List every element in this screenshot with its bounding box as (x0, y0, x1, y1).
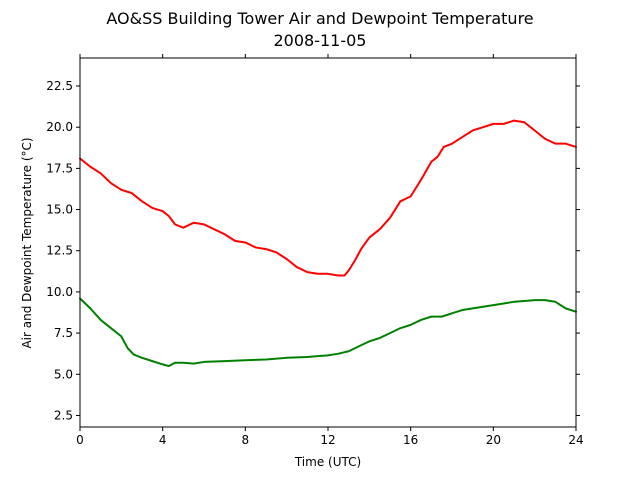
y-tick-label: 17.5 (46, 161, 73, 175)
y-tick-label: 7.5 (54, 326, 73, 340)
series-line-1 (79, 119, 577, 277)
y-tick-label: 15.0 (46, 203, 73, 217)
axes-frame (79, 57, 577, 428)
x-axis: 0 4 8 12 16 20 24 (76, 54, 584, 447)
y-tick-label: 5.0 (54, 367, 73, 381)
x-tick-label: 24 (568, 433, 583, 447)
y-tick-label: 22.5 (46, 79, 73, 93)
y-tick-label: 2.5 (54, 408, 73, 422)
y-tick-label: 20.0 (46, 120, 73, 134)
y-tick-label: 10.0 (46, 285, 73, 299)
series-line-2 (79, 297, 577, 368)
y-axis-label: Air and Dewpoint Temperature (°C) (20, 137, 34, 348)
x-tick-label: 12 (320, 433, 335, 447)
x-tick-label: 0 (76, 433, 84, 447)
x-axis-label: Time (UTC) (294, 455, 361, 469)
y-axis: 2.5 5.0 7.5 10.0 12.5 15.0 17.5 20.0 22.5 (46, 79, 580, 422)
chart-subtitle: 2008-11-05 (274, 31, 367, 50)
chart-title: AO&SS Building Tower Air and Dewpoint Te… (106, 9, 533, 28)
x-tick-label: 8 (242, 433, 250, 447)
plot-area (79, 119, 577, 368)
x-tick-label: 4 (159, 433, 167, 447)
x-tick-label: 16 (403, 433, 418, 447)
x-tick-label: 20 (486, 433, 501, 447)
y-tick-label: 12.5 (46, 244, 73, 258)
